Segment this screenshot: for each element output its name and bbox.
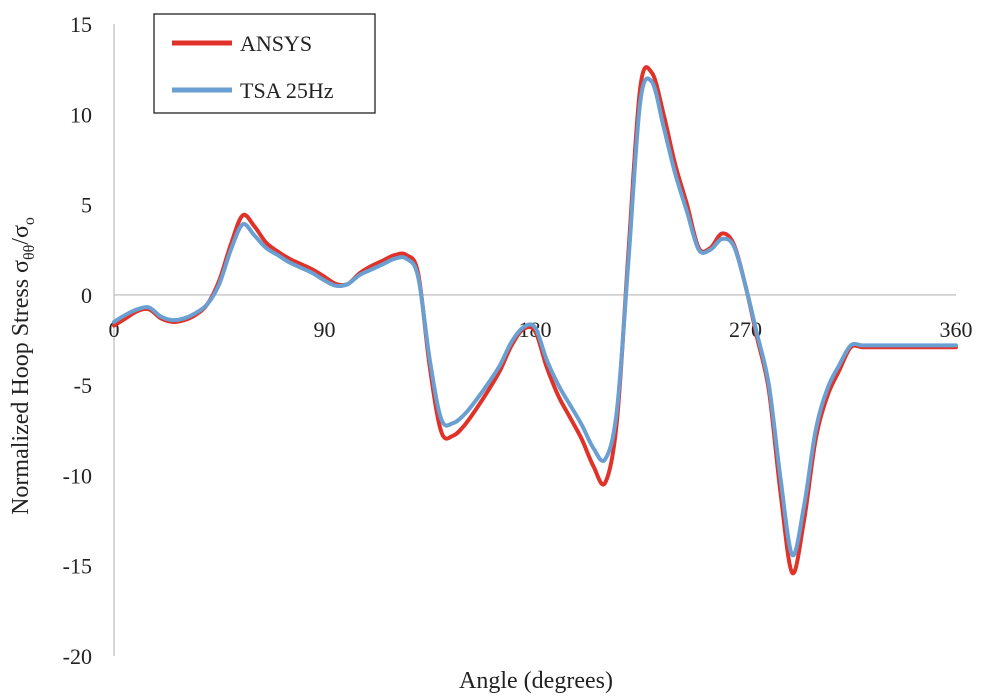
y-axis-title-main: Normalized Hoop Stress σ — [8, 260, 34, 515]
series-lines — [112, 65, 958, 575]
axes — [113, 24, 956, 656]
series-line-tsa-25hz — [112, 76, 958, 557]
y-tick-label: -5 — [74, 373, 92, 398]
y-tick-label: 0 — [81, 283, 92, 308]
y-tick-label: 15 — [70, 12, 92, 37]
legend-label-ansys: ANSYS — [240, 31, 312, 56]
y-axis-title-slash: /σ — [8, 225, 34, 245]
legend: ANSYS TSA 25Hz — [153, 13, 376, 114]
x-tick-label: 0 — [109, 317, 120, 342]
x-tick-label: 90 — [314, 317, 336, 342]
y-tick-label: -20 — [63, 644, 92, 669]
y-axis-title: Normalized Hoop Stress σθθ/σo — [8, 217, 38, 515]
y-axis-title-sub2: o — [21, 217, 38, 225]
y-tick-label: 10 — [70, 102, 92, 127]
y-tick-label: 5 — [81, 193, 92, 218]
y-tick-label: -15 — [63, 554, 92, 579]
legend-label-tsa: TSA 25Hz — [240, 78, 334, 103]
x-axis-title: Angle (degrees) — [459, 668, 613, 694]
y-axis-title-sub1: θθ — [21, 245, 38, 260]
x-tick-label: 360 — [940, 317, 973, 342]
legend-box — [153, 13, 376, 114]
y-tick-label: -10 — [63, 463, 92, 488]
